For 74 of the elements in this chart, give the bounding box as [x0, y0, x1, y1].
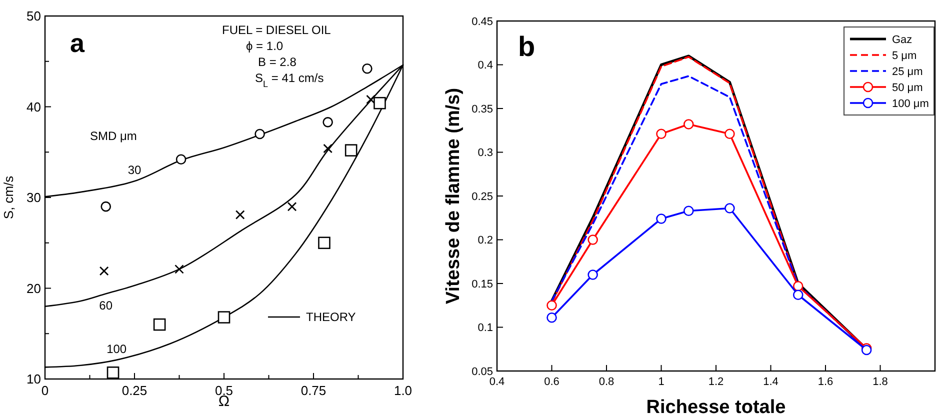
x-tick-label: 1.8: [872, 376, 888, 388]
x-tick-label: 1: [658, 376, 664, 388]
point: [792, 290, 804, 300]
point: [546, 300, 557, 311]
point: [235, 210, 245, 220]
annotation: FUEL = DIESEL OIL: [222, 23, 332, 37]
annotation: S$_{L}$ = 41 cm/s: [255, 71, 324, 89]
point: [683, 119, 694, 130]
point: [176, 154, 186, 165]
point: [344, 144, 358, 156]
y-tick-label: 50: [26, 8, 41, 24]
series-label: 100: [106, 342, 127, 356]
point: [724, 203, 735, 214]
y-tick-label: 0.3: [478, 147, 493, 160]
x-tick-label: 0.6: [544, 376, 560, 388]
x-tick-label: 1.0: [394, 383, 412, 398]
legend-label: 25 μm: [892, 66, 923, 78]
y-axis-title: S, cm/s: [1, 175, 16, 220]
point: [218, 311, 230, 324]
point: [588, 270, 598, 280]
point: [792, 280, 804, 292]
legend-label: 5 μm: [892, 50, 917, 62]
x-axis-title: Richesse totale: [646, 397, 786, 414]
y-axis-title: Vitesse de flamme (m/s): [443, 88, 464, 304]
annotation: B = 2.8: [258, 55, 297, 69]
point: [322, 117, 333, 128]
x-tick-label: 0.75: [300, 383, 326, 398]
annotation: a: [70, 28, 85, 58]
x-tick-label: 1.2: [708, 376, 724, 388]
point: [683, 206, 694, 216]
x-tick-label: 0.25: [122, 383, 148, 398]
y-tick-label: 0.4: [478, 60, 493, 72]
point: [287, 202, 297, 212]
y-tick-label: 30: [26, 190, 41, 206]
point: [546, 312, 557, 323]
point: [656, 214, 666, 224]
point: [588, 234, 598, 245]
x-tick-label: 1.6: [818, 376, 834, 388]
annotation: THEORY: [306, 310, 356, 324]
y-tick-label: 0.35: [472, 103, 493, 116]
legend-label: 50 μm: [892, 82, 923, 94]
y-tick-label: 0.2: [478, 234, 493, 247]
point: [99, 266, 109, 276]
annotation: b: [518, 31, 536, 62]
point: [374, 96, 386, 110]
legend-label: Gaz: [892, 34, 912, 46]
x-tick-label: 1.4: [763, 376, 778, 388]
y-tick-label: 20: [26, 280, 41, 296]
y-tick-label: 40: [26, 99, 41, 114]
point: [100, 201, 112, 212]
point: [153, 318, 166, 331]
x-tick-label: 0.8: [598, 376, 614, 388]
series-label: 60: [99, 298, 113, 313]
point: [106, 366, 120, 379]
point: [254, 128, 265, 140]
y-tick-label: 0.45: [472, 16, 493, 28]
point: [318, 236, 330, 250]
y-tick-label: 0.15: [472, 278, 493, 290]
point: [366, 94, 376, 104]
point: [724, 128, 735, 140]
point: [656, 128, 666, 140]
annotation: SMD μm: [90, 129, 137, 143]
x-tick-label: 0: [41, 383, 49, 398]
annotation: ϕ = 1.0: [246, 39, 284, 53]
point: [323, 144, 333, 154]
series-label: 30: [128, 163, 142, 178]
y-tick-label: 0.05: [472, 366, 493, 378]
legend-label: 100 μm: [892, 98, 929, 110]
x-tick-label: 0.4: [489, 376, 505, 388]
point: [362, 63, 372, 74]
y-tick-label: 0.1: [478, 322, 493, 334]
y-tick-label: 10: [26, 372, 41, 387]
point: [174, 264, 184, 274]
y-tick-label: 0.25: [472, 190, 493, 203]
